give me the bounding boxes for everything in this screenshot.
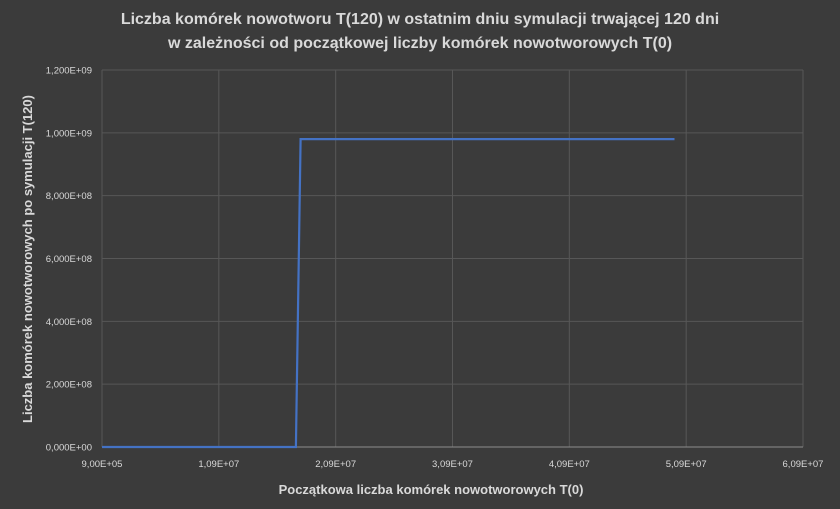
x-tick-label: 5,09E+07 xyxy=(666,459,707,470)
y-tick-label: 0,000E+00 xyxy=(46,443,92,454)
chart-title-line-2: w zależności od początkowej liczby komór… xyxy=(167,35,673,52)
x-tick-label: 2,09E+07 xyxy=(315,459,356,470)
x-tick-label: 3,09E+07 xyxy=(432,459,473,470)
chart-title: Liczba komórek nowotworu T(120) w ostatn… xyxy=(0,8,840,56)
x-tick-label: 6,09E+07 xyxy=(783,459,824,470)
x-tick-label: 9,00E+05 xyxy=(82,459,123,470)
y-tick-label: 2,000E+08 xyxy=(46,380,92,391)
x-tick-label: 4,09E+07 xyxy=(549,459,590,470)
y-tick-label: 6,000E+08 xyxy=(46,254,92,265)
y-tick-label: 4,000E+08 xyxy=(46,317,92,328)
x-axis-label: Początkowa liczba komórek nowotworowych … xyxy=(279,482,584,497)
y-tick-label: 8,000E+08 xyxy=(46,191,92,202)
y-tick-labels: 0,000E+00 2,000E+08 4,000E+08 6,000E+08 8,00… xyxy=(46,66,92,454)
x-tick-labels: 9,00E+05 1,09E+07 2,09E+07 3,09E+07 4,09E+07… xyxy=(82,459,824,470)
y-axis-label: Liczba komórek nowotworowych po symulacj… xyxy=(20,95,35,423)
series-layer xyxy=(102,138,675,449)
y-tick-label: 1,200E+09 xyxy=(46,66,92,77)
chart-title-line-1: Liczba komórek nowotworu T(120) w ostatn… xyxy=(120,11,720,28)
x-tick-label: 1,09E+07 xyxy=(198,459,239,470)
y-tick-label: 1,000E+09 xyxy=(46,128,92,139)
grid-layer xyxy=(101,69,804,448)
series-line xyxy=(102,138,675,449)
